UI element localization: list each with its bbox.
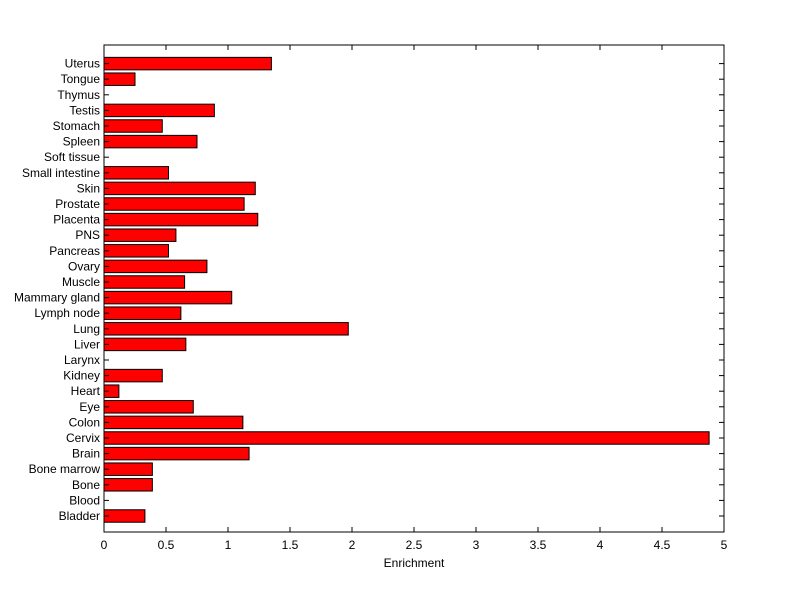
y-tick-label-prostate: Prostate xyxy=(55,197,100,211)
y-tick-label-lymph-node: Lymph node xyxy=(34,306,100,320)
y-tick-label-bone-marrow: Bone marrow xyxy=(29,462,101,476)
y-tick-label-eye: Eye xyxy=(79,400,100,414)
y-tick-label-liver: Liver xyxy=(74,337,100,351)
plot-frame xyxy=(103,44,725,533)
y-tick-label-ovary: Ovary xyxy=(68,259,100,273)
x-tick-label-10: 5 xyxy=(721,538,728,552)
x-tick-label-1: 0.5 xyxy=(158,538,175,552)
y-tick-label-bladder: Bladder xyxy=(59,509,100,523)
y-tick-label-pns: PNS xyxy=(75,228,100,242)
bar-pns xyxy=(103,228,177,242)
y-tick-label-soft-tissue: Soft tissue xyxy=(44,150,100,164)
y-tick-label-larynx: Larynx xyxy=(64,353,100,367)
x-tick-label-0: 0 xyxy=(101,538,108,552)
bar-kidney xyxy=(103,368,163,383)
y-tick-label-mammary-gland: Mammary gland xyxy=(14,291,100,305)
x-tick-label-6: 3 xyxy=(473,538,480,552)
bar-colon xyxy=(103,415,244,430)
y-tick-label-pancreas: Pancreas xyxy=(49,244,100,258)
bar-bone xyxy=(103,478,153,492)
bar-uterus xyxy=(103,56,272,71)
y-tick-label-blood: Blood xyxy=(69,493,100,507)
y-tick-label-kidney: Kidney xyxy=(63,369,100,383)
y-tick-label-lung: Lung xyxy=(73,322,100,336)
x-tick-label-7: 3.5 xyxy=(530,538,547,552)
x-tick-label-8: 4 xyxy=(597,538,604,552)
y-tick-label-spleen: Spleen xyxy=(63,135,100,149)
bar-mammary-gland xyxy=(103,290,233,305)
y-tick-label-colon: Colon xyxy=(69,415,100,429)
bar-liver xyxy=(103,337,187,352)
y-tick-label-thymus: Thymus xyxy=(57,88,100,102)
bar-placenta xyxy=(103,212,259,227)
bar-small-intestine xyxy=(103,166,169,180)
x-axis-label: Enrichment xyxy=(384,556,445,570)
y-tick-label-bone: Bone xyxy=(72,478,100,492)
bar-lymph-node xyxy=(103,306,182,320)
y-tick-label-muscle: Muscle xyxy=(62,275,100,289)
y-tick-label-small-intestine: Small intestine xyxy=(22,166,100,180)
x-tick-label-2: 1 xyxy=(225,538,232,552)
bar-skin xyxy=(103,181,256,196)
y-tick-label-tongue: Tongue xyxy=(61,72,101,86)
bar-ovary xyxy=(103,259,208,274)
bar-pancreas xyxy=(103,244,169,258)
y-tick-label-stomach: Stomach xyxy=(53,119,100,133)
bars-layer xyxy=(103,56,710,523)
bar-testis xyxy=(103,103,215,118)
y-tick-label-testis: Testis xyxy=(69,103,100,117)
bar-stomach xyxy=(103,119,163,133)
y-tick-label-skin: Skin xyxy=(77,181,100,195)
x-tick-label-3: 1.5 xyxy=(282,538,299,552)
bar-spleen xyxy=(103,134,198,149)
y-tick-label-uterus: Uterus xyxy=(65,57,100,71)
y-tick-label-cervix: Cervix xyxy=(66,431,100,445)
bar-muscle xyxy=(103,275,186,289)
y-tick-label-heart: Heart xyxy=(71,384,101,398)
bar-bone-marrow xyxy=(103,462,153,476)
bar-lung xyxy=(103,322,349,336)
bar-brain xyxy=(103,446,250,461)
x-tick-label-4: 2 xyxy=(349,538,356,552)
bar-eye xyxy=(103,400,194,414)
x-tick-label-9: 4.5 xyxy=(654,538,671,552)
bar-prostate xyxy=(103,197,245,211)
bar-cervix xyxy=(103,431,710,445)
x-tick-label-5: 2.5 xyxy=(406,538,423,552)
bar-bladder xyxy=(103,509,146,523)
y-tick-label-placenta: Placenta xyxy=(53,213,100,227)
y-tick-label-brain: Brain xyxy=(72,447,100,461)
